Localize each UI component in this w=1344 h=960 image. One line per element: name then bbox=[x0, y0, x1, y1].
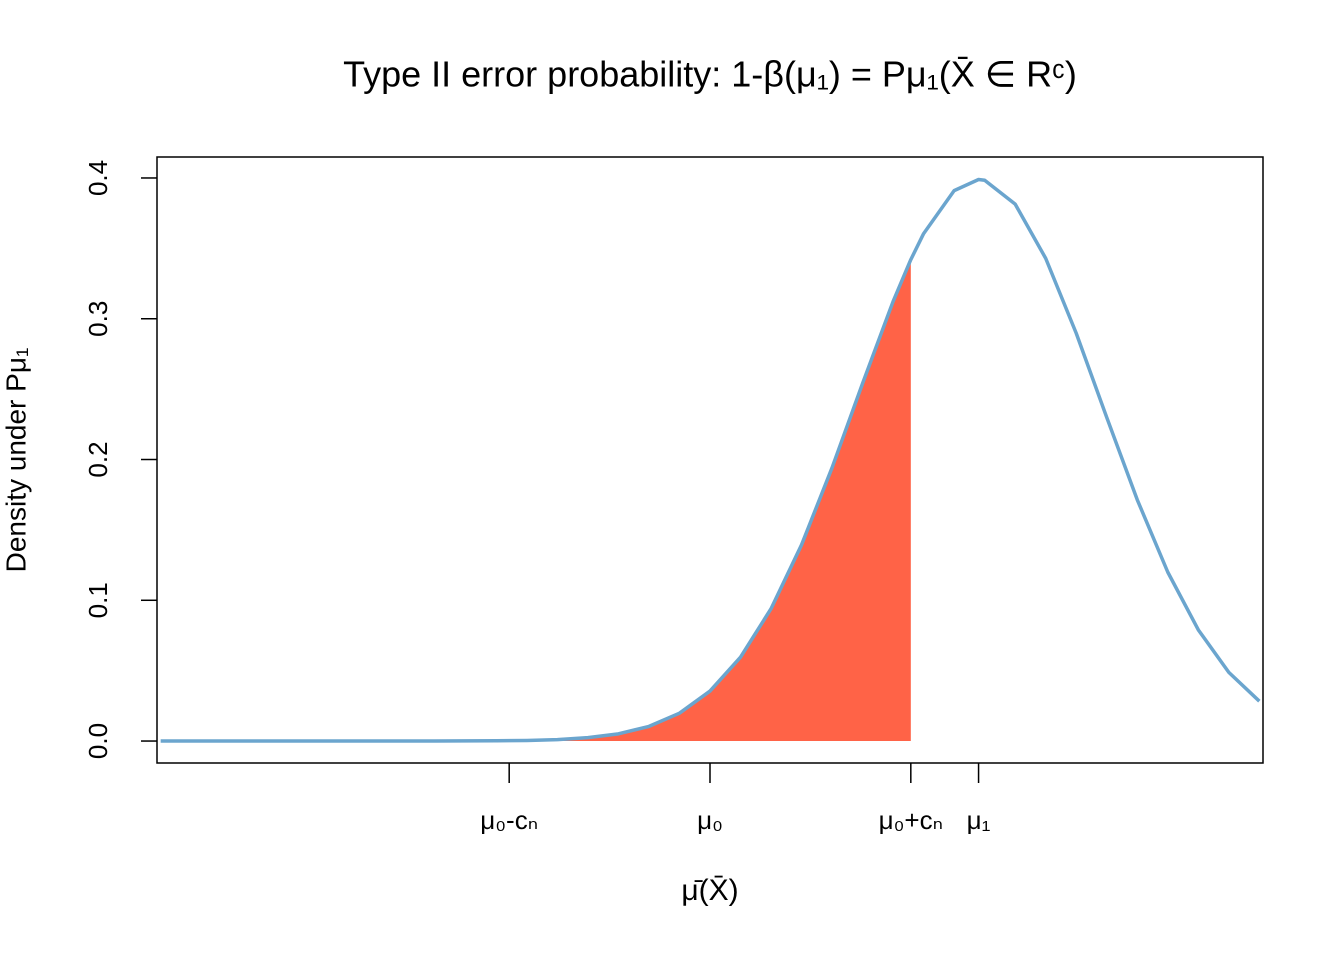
plot-frame bbox=[156, 156, 1264, 764]
y-tick-label: 0.3 bbox=[83, 301, 113, 337]
density-curve bbox=[160, 177, 1261, 743]
y-tick-label: 0.2 bbox=[83, 441, 113, 477]
x-tick-label: μ₁ bbox=[967, 805, 991, 835]
y-tick-label: 0.1 bbox=[83, 582, 113, 618]
y-tick-label: 0.4 bbox=[83, 160, 113, 196]
x-tick-label: μ₀ bbox=[697, 805, 723, 835]
chart-title: Type II error probability: 1-β(μ₁) = Pμ₁… bbox=[343, 54, 1077, 95]
shaded-area bbox=[160, 259, 911, 742]
x-tick-label: μ₀-cₙ bbox=[480, 805, 538, 835]
y-axis-label: Density under Pμ₁ bbox=[0, 348, 31, 573]
y-tick-label: 0.0 bbox=[83, 723, 113, 759]
x-axis-label: μ̄(X̄) bbox=[681, 874, 738, 907]
x-tick-label: μ₀+cₙ bbox=[879, 805, 943, 835]
